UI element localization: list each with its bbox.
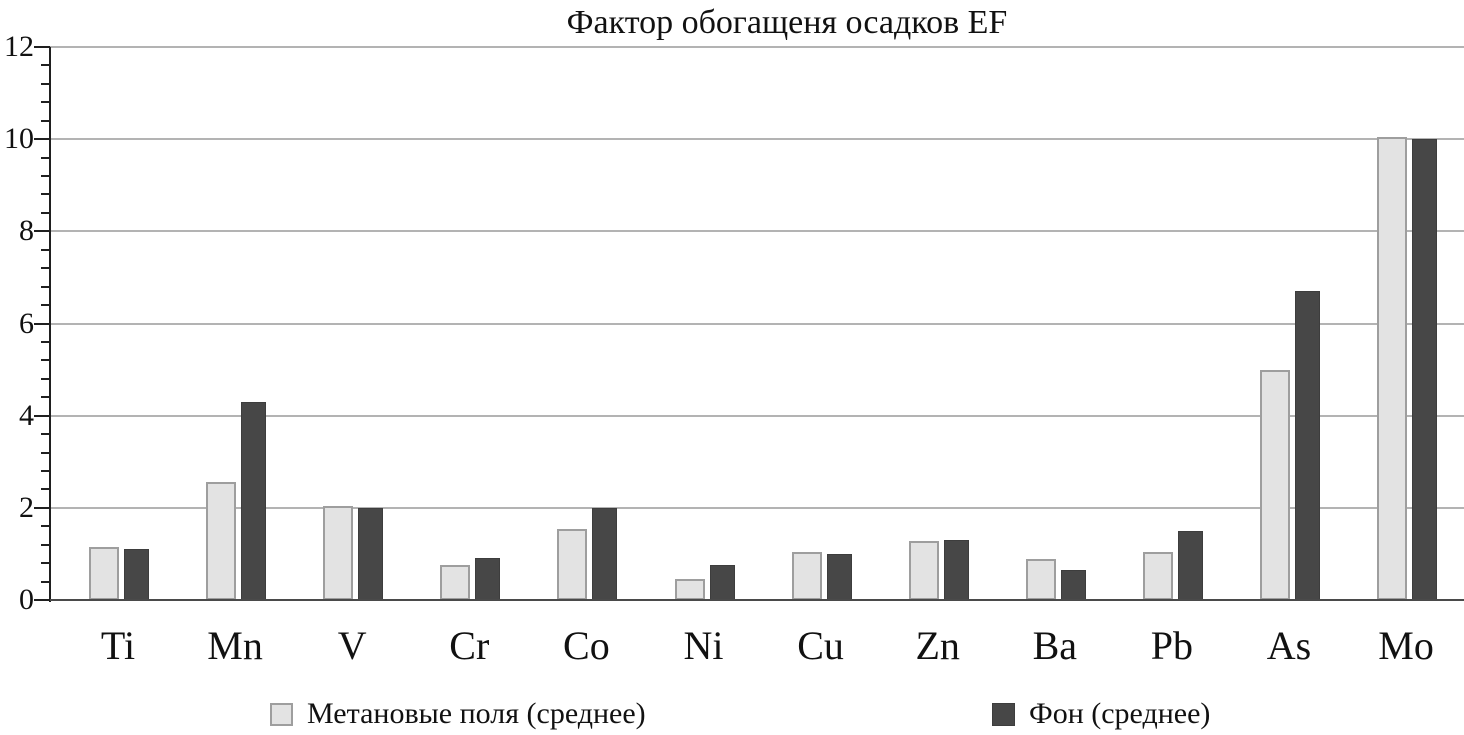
legend-item-methane-fields: Метановые поля (среднее) xyxy=(270,697,646,731)
y-minor-tick xyxy=(41,211,50,214)
bar-ni-methane-fields xyxy=(674,579,705,600)
y-major-tick-8 xyxy=(34,230,50,233)
bar-mn-background xyxy=(241,401,267,600)
bar-zn-background xyxy=(943,540,969,600)
bar-cr-methane-fields xyxy=(440,565,471,600)
y-minor-tick xyxy=(41,156,50,159)
legend-label-background: Фон (среднее) xyxy=(1029,697,1211,730)
gridline-y-10 xyxy=(50,138,1464,141)
y-minor-tick xyxy=(41,377,50,380)
bar-pb-methane-fields xyxy=(1142,551,1173,600)
bar-ni-background xyxy=(709,565,735,600)
bar-ba-methane-fields xyxy=(1025,558,1056,600)
legend-label-methane-fields: Метановые поля (среднее) xyxy=(307,697,646,730)
y-axis-label-10: 10 xyxy=(4,122,34,156)
y-minor-tick xyxy=(41,267,50,270)
y-axis-label-2: 2 xyxy=(19,490,34,524)
y-minor-tick xyxy=(41,396,50,399)
y-minor-tick xyxy=(41,543,50,546)
bar-co-methane-fields xyxy=(557,528,588,600)
x-axis-label-co: Co xyxy=(563,623,610,668)
y-minor-tick xyxy=(41,248,50,251)
y-axis-label-4: 4 xyxy=(19,398,34,432)
y-major-tick-12 xyxy=(34,46,50,48)
x-axis-label-cr: Cr xyxy=(449,623,490,668)
chart-title: Фактор обогащеня осадков EF xyxy=(566,4,1008,41)
bar-ba-background xyxy=(1060,570,1086,600)
x-axis-label-as: As xyxy=(1266,623,1312,668)
y-minor-tick xyxy=(41,101,50,104)
legend-swatch-background xyxy=(992,702,1015,726)
y-major-tick-4 xyxy=(34,414,50,417)
bar-ti-methane-fields xyxy=(89,547,119,600)
bar-v-methane-fields xyxy=(323,505,354,600)
x-axis-label-mn: Mn xyxy=(207,623,263,668)
y-minor-tick xyxy=(41,285,50,288)
y-minor-tick xyxy=(41,580,50,583)
y-minor-tick xyxy=(41,340,50,343)
bar-cu-methane-fields xyxy=(791,551,822,600)
legend-item-background: Фон (среднее) xyxy=(992,697,1210,731)
y-axis-label-6: 6 xyxy=(19,306,34,340)
y-major-tick-2 xyxy=(34,506,50,509)
y-minor-tick xyxy=(41,304,50,307)
x-axis-label-ba: Ba xyxy=(1032,623,1078,668)
x-axis-label-v: V xyxy=(337,623,367,668)
y-minor-tick xyxy=(41,64,50,67)
y-minor-tick xyxy=(41,119,50,122)
y-major-tick-6 xyxy=(34,322,50,325)
y-major-tick-0 xyxy=(34,599,50,601)
y-axis-label-12: 12 xyxy=(4,30,34,63)
bar-co-background xyxy=(592,507,618,600)
y-minor-tick xyxy=(41,359,50,362)
bar-v-background xyxy=(358,507,384,600)
bar-cr-background xyxy=(475,557,501,600)
x-axis-label-ti: Ti xyxy=(100,623,136,668)
bar-as-methane-fields xyxy=(1260,369,1290,600)
y-minor-tick xyxy=(41,82,50,85)
y-axis-label-8: 8 xyxy=(19,214,34,248)
y-axis-line xyxy=(49,47,51,602)
bar-ti-background xyxy=(124,549,149,600)
gridline-y-4 xyxy=(50,414,1464,417)
bar-mn-methane-fields xyxy=(206,482,237,600)
bar-mo-background xyxy=(1412,139,1438,600)
gridline-y-6 xyxy=(50,322,1464,325)
y-major-tick-10 xyxy=(34,138,50,141)
gridline-y-12 xyxy=(50,46,1464,48)
x-axis-label-pb: Pb xyxy=(1150,623,1194,668)
x-axis-label-ni: Ni xyxy=(683,623,724,668)
y-minor-tick xyxy=(41,488,50,491)
bar-mo-methane-fields xyxy=(1377,136,1408,600)
x-axis-line xyxy=(49,599,1464,601)
legend-swatch-methane-fields xyxy=(270,702,293,726)
y-minor-tick xyxy=(41,525,50,528)
gridline-y-8 xyxy=(50,230,1464,233)
y-axis-label-0: 0 xyxy=(19,583,34,616)
bar-pb-background xyxy=(1177,530,1203,600)
x-axis-label-mo: Mo xyxy=(1378,623,1434,668)
y-minor-tick xyxy=(41,451,50,454)
bar-cu-background xyxy=(826,553,852,600)
bar-as-background xyxy=(1295,291,1320,600)
y-minor-tick xyxy=(41,469,50,472)
y-minor-tick xyxy=(41,562,50,565)
bar-zn-methane-fields xyxy=(908,541,939,600)
y-minor-tick xyxy=(41,175,50,178)
x-axis-label-cu: Cu xyxy=(797,623,844,668)
y-minor-tick xyxy=(41,433,50,436)
x-axis-label-zn: Zn xyxy=(915,623,960,668)
y-minor-tick xyxy=(41,193,50,196)
gridline-y-2 xyxy=(50,506,1464,509)
